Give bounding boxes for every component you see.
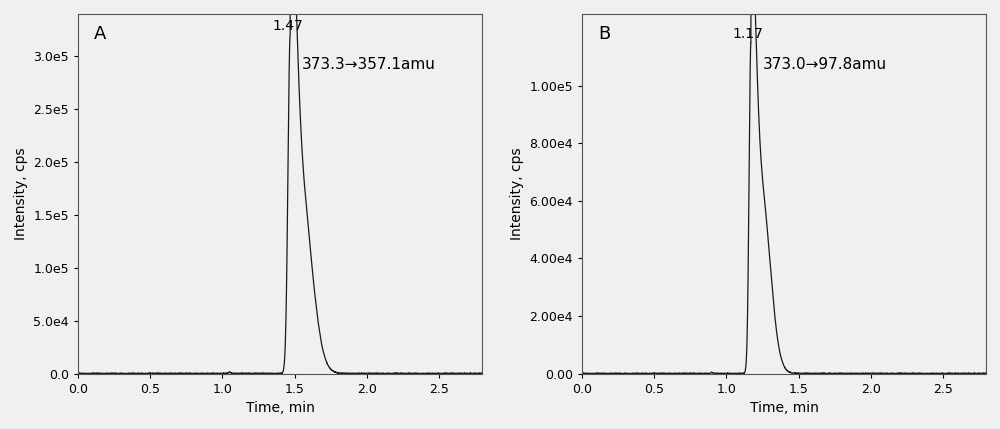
Text: 1.17: 1.17 [733,27,763,41]
Y-axis label: Intensity, cps: Intensity, cps [14,148,28,240]
Text: 373.3→357.1amu: 373.3→357.1amu [302,57,436,72]
Text: 1.47: 1.47 [272,19,303,33]
Y-axis label: Intensity, cps: Intensity, cps [510,148,524,240]
Text: B: B [598,25,611,42]
X-axis label: Time, min: Time, min [750,401,819,415]
Text: 373.0→97.8amu: 373.0→97.8amu [762,57,887,72]
X-axis label: Time, min: Time, min [246,401,315,415]
Text: A: A [94,25,107,42]
